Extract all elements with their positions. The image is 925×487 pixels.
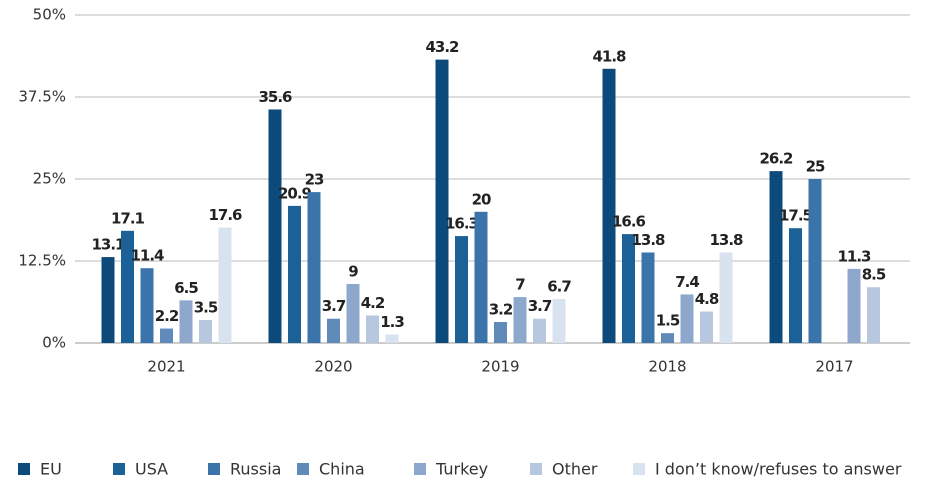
- legend-label: I don’t know/refuses to answer: [655, 460, 902, 479]
- bar: [533, 318, 546, 343]
- data-label: 17.5: [779, 207, 813, 225]
- bar: [435, 59, 449, 343]
- data-label: 17.6: [208, 206, 242, 224]
- legend-swatch: [208, 463, 220, 475]
- data-label: 1.3: [380, 313, 404, 331]
- bar: [385, 334, 399, 343]
- data-label: 9: [348, 262, 358, 280]
- data-label: 20.9: [278, 184, 312, 202]
- legend-swatch: [414, 463, 426, 475]
- bar: [847, 268, 861, 343]
- data-label: 43.2: [425, 38, 459, 56]
- bar: [513, 297, 527, 343]
- data-label: 20: [472, 190, 491, 208]
- data-label: 6.7: [547, 278, 571, 296]
- bar: [366, 315, 379, 343]
- data-label: 11.3: [837, 247, 871, 265]
- legend-swatch: [530, 463, 542, 475]
- data-label: 7.4: [675, 273, 699, 291]
- bar: [700, 311, 713, 343]
- data-label: 25: [806, 158, 825, 176]
- data-label: 2.2: [155, 307, 179, 325]
- bar: [474, 211, 488, 343]
- x-tick-label: 2020: [314, 358, 352, 376]
- bar: [218, 227, 232, 343]
- legend-swatch: [633, 463, 645, 475]
- bar: [199, 320, 212, 343]
- bar: [867, 287, 880, 343]
- legend-swatch: [18, 463, 30, 475]
- data-label: 6.5: [174, 279, 198, 297]
- data-label: 17.1: [111, 209, 145, 227]
- bar: [160, 328, 173, 343]
- legend-label: Russia: [230, 460, 281, 479]
- data-label: 13.8: [709, 231, 743, 249]
- x-tick-label: 2019: [481, 358, 519, 376]
- bar: [327, 318, 340, 343]
- bar: [455, 236, 468, 343]
- x-tick-label: 2018: [648, 358, 686, 376]
- bar: [602, 68, 616, 344]
- bar: [808, 179, 822, 343]
- bar: [661, 333, 674, 343]
- data-label: 7: [515, 276, 525, 294]
- bar: [121, 230, 134, 343]
- y-tick-label: 12.5%: [18, 252, 66, 270]
- bar: [769, 171, 783, 343]
- legend-label: Other: [552, 460, 598, 479]
- bar: [307, 192, 321, 343]
- data-label: 8.5: [862, 266, 886, 284]
- legend-label: China: [319, 460, 365, 479]
- bar: [622, 234, 635, 343]
- data-label: 1.5: [656, 312, 680, 330]
- legend-swatch: [113, 463, 125, 475]
- bar: [140, 268, 154, 343]
- legend-label: USA: [135, 460, 168, 479]
- y-tick-label: 0%: [42, 334, 66, 352]
- data-label: 41.8: [592, 47, 626, 65]
- data-label: 4.8: [695, 290, 719, 308]
- bar: [288, 205, 301, 343]
- data-label: 3.5: [194, 299, 218, 317]
- bar: [789, 228, 802, 343]
- data-label: 3.7: [322, 297, 346, 315]
- data-label: 35.6: [258, 88, 292, 106]
- data-label: 13.1: [91, 236, 125, 254]
- bar: [641, 252, 655, 343]
- y-tick-label: 25%: [33, 170, 66, 188]
- data-label: 4.2: [361, 294, 385, 312]
- data-label: 13.8: [631, 231, 665, 249]
- x-tick-label: 2021: [147, 358, 185, 376]
- bar: [680, 294, 694, 343]
- bar: [552, 299, 566, 343]
- bar: [346, 283, 360, 343]
- data-label: 3.2: [489, 301, 513, 319]
- bar: [101, 257, 115, 343]
- legend-label: Turkey: [435, 460, 488, 479]
- data-label: 11.4: [130, 247, 164, 265]
- legend-label: EU: [40, 460, 62, 479]
- bar: [179, 300, 193, 343]
- y-tick-label: 50%: [33, 6, 66, 24]
- data-label: 3.7: [528, 297, 552, 315]
- legend-swatch: [297, 463, 309, 475]
- bar: [268, 109, 282, 344]
- x-tick-label: 2017: [815, 358, 853, 376]
- data-label: 16.6: [612, 213, 646, 231]
- y-tick-label: 37.5%: [18, 88, 66, 106]
- bar: [494, 322, 507, 343]
- bar: [719, 252, 733, 343]
- data-label: 26.2: [759, 150, 793, 168]
- data-label: 16.3: [445, 215, 479, 233]
- data-label: 23: [305, 171, 324, 189]
